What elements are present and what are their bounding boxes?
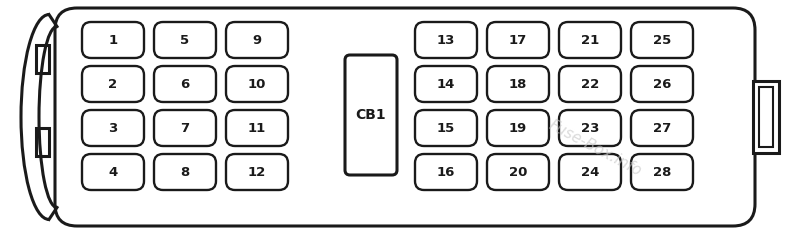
Text: 2: 2 xyxy=(109,78,118,90)
Text: 13: 13 xyxy=(437,34,455,47)
FancyBboxPatch shape xyxy=(631,110,693,146)
Text: 12: 12 xyxy=(248,165,266,178)
FancyBboxPatch shape xyxy=(559,22,621,58)
Text: 14: 14 xyxy=(437,78,455,90)
Text: 1: 1 xyxy=(109,34,118,47)
FancyBboxPatch shape xyxy=(82,22,144,58)
Text: 7: 7 xyxy=(181,121,190,134)
Text: Fuse-Box.info: Fuse-Box.info xyxy=(546,117,644,179)
FancyBboxPatch shape xyxy=(487,22,549,58)
Text: 8: 8 xyxy=(180,165,190,178)
FancyBboxPatch shape xyxy=(154,22,216,58)
Text: 4: 4 xyxy=(108,165,118,178)
Bar xyxy=(36,45,49,73)
FancyBboxPatch shape xyxy=(487,154,549,190)
FancyBboxPatch shape xyxy=(226,22,288,58)
Text: 17: 17 xyxy=(509,34,527,47)
FancyBboxPatch shape xyxy=(559,66,621,102)
Text: 11: 11 xyxy=(248,121,266,134)
Text: 3: 3 xyxy=(108,121,118,134)
Text: 24: 24 xyxy=(581,165,599,178)
FancyBboxPatch shape xyxy=(55,8,755,226)
Bar xyxy=(36,128,49,156)
FancyBboxPatch shape xyxy=(226,154,288,190)
Text: 23: 23 xyxy=(581,121,599,134)
FancyBboxPatch shape xyxy=(487,110,549,146)
FancyBboxPatch shape xyxy=(559,110,621,146)
Text: 22: 22 xyxy=(581,78,599,90)
FancyBboxPatch shape xyxy=(415,110,477,146)
Text: 19: 19 xyxy=(509,121,527,134)
Text: 5: 5 xyxy=(181,34,190,47)
Bar xyxy=(759,87,773,147)
Text: 25: 25 xyxy=(653,34,671,47)
Text: 16: 16 xyxy=(437,165,455,178)
FancyBboxPatch shape xyxy=(226,110,288,146)
FancyBboxPatch shape xyxy=(415,66,477,102)
FancyBboxPatch shape xyxy=(631,22,693,58)
FancyBboxPatch shape xyxy=(345,55,397,175)
FancyBboxPatch shape xyxy=(559,154,621,190)
Bar xyxy=(753,81,779,153)
Text: 21: 21 xyxy=(581,34,599,47)
Text: 9: 9 xyxy=(253,34,262,47)
FancyBboxPatch shape xyxy=(631,154,693,190)
Text: 15: 15 xyxy=(437,121,455,134)
Text: 26: 26 xyxy=(653,78,671,90)
FancyBboxPatch shape xyxy=(154,110,216,146)
Text: 6: 6 xyxy=(180,78,190,90)
Text: 18: 18 xyxy=(509,78,527,90)
FancyBboxPatch shape xyxy=(487,66,549,102)
Text: 20: 20 xyxy=(509,165,527,178)
FancyBboxPatch shape xyxy=(154,154,216,190)
Text: CB1: CB1 xyxy=(356,108,386,122)
FancyBboxPatch shape xyxy=(154,66,216,102)
FancyBboxPatch shape xyxy=(82,66,144,102)
Text: 28: 28 xyxy=(653,165,671,178)
FancyBboxPatch shape xyxy=(631,66,693,102)
FancyBboxPatch shape xyxy=(82,110,144,146)
FancyBboxPatch shape xyxy=(415,154,477,190)
Text: 27: 27 xyxy=(653,121,671,134)
FancyBboxPatch shape xyxy=(415,22,477,58)
FancyBboxPatch shape xyxy=(82,154,144,190)
FancyBboxPatch shape xyxy=(226,66,288,102)
Text: 10: 10 xyxy=(248,78,266,90)
